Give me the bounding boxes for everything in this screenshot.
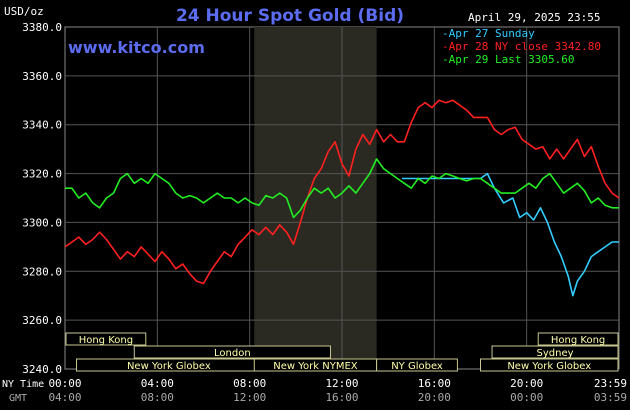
y-axis-units: USD/oz <box>4 5 44 18</box>
x-tick-label-ny: 23:59 <box>594 377 627 390</box>
session-label: New York NYMEX <box>273 361 358 372</box>
chart-datetime: April 29, 2025 23:55 <box>468 11 601 24</box>
y-tick-label: 3320.0 <box>22 168 62 181</box>
x-tick-label-gmt: 00:00 <box>510 391 543 404</box>
x-tick-label-ny: 00:00 <box>48 377 81 390</box>
x-tick-label-gmt: 03:59 <box>594 391 627 404</box>
x-tick-label-ny: 16:00 <box>418 377 451 390</box>
session-box <box>491 345 619 359</box>
y-tick-label: 3380.0 <box>22 21 62 34</box>
y-tick-label: 3240.0 <box>22 363 62 376</box>
legend-entry-monday: -Apr 28 NY close 3342.80 <box>442 40 601 53</box>
y-tick-label: 3340.0 <box>22 119 62 132</box>
session-box <box>376 358 458 372</box>
nymex-session-highlight <box>254 27 377 369</box>
gmt-label: GMT <box>9 393 27 404</box>
x-tick-label-ny: 04:00 <box>141 377 174 390</box>
series-line <box>65 158 619 219</box>
session-label: New York Globex <box>127 361 211 372</box>
legend-entry-tuesday: -Apr 29 Last 3305.60 <box>442 53 575 66</box>
x-tick-label-gmt: 12:00 <box>233 391 266 404</box>
y-tick-label: 3300.0 <box>22 216 62 229</box>
session-label: NY Globex <box>391 361 443 372</box>
chart-legend: -Apr 27 Sunday -Apr 28 NY close 3342.80 … <box>442 27 601 66</box>
y-tick-label: 3260.0 <box>22 314 62 327</box>
x-tick-label-ny: 20:00 <box>510 377 543 390</box>
session-label: Hong Kong <box>79 335 133 346</box>
session-box <box>65 332 147 346</box>
series-line <box>402 172 619 297</box>
x-tick-label-gmt: 16:00 <box>325 391 358 404</box>
x-tick-label-gmt: 08:00 <box>141 391 174 404</box>
session-box <box>537 332 619 346</box>
chart-title: 24 Hour Spot Gold (Bid) <box>175 6 405 26</box>
ny-time-label: NY Time <box>2 379 44 390</box>
y-tick-label: 3280.0 <box>22 265 62 278</box>
x-tick-label-ny: 12:00 <box>325 377 358 390</box>
session-label: Hong Kong <box>551 335 605 346</box>
x-tick-label-gmt: 20:00 <box>418 391 451 404</box>
y-tick-label: 3360.0 <box>22 70 62 83</box>
session-label: New York Globex <box>507 361 591 372</box>
kitco-brand-link[interactable]: www.kitco.com <box>68 38 205 57</box>
session-label: Sydney <box>537 348 574 359</box>
legend-entry-sunday: -Apr 27 Sunday <box>442 27 535 40</box>
session-box <box>133 345 331 359</box>
session-box <box>480 358 619 372</box>
x-tick-label-gmt: 04:00 <box>48 391 81 404</box>
x-tick-label-ny: 08:00 <box>233 377 266 390</box>
session-label: London <box>214 348 251 359</box>
series-line <box>64 99 620 285</box>
